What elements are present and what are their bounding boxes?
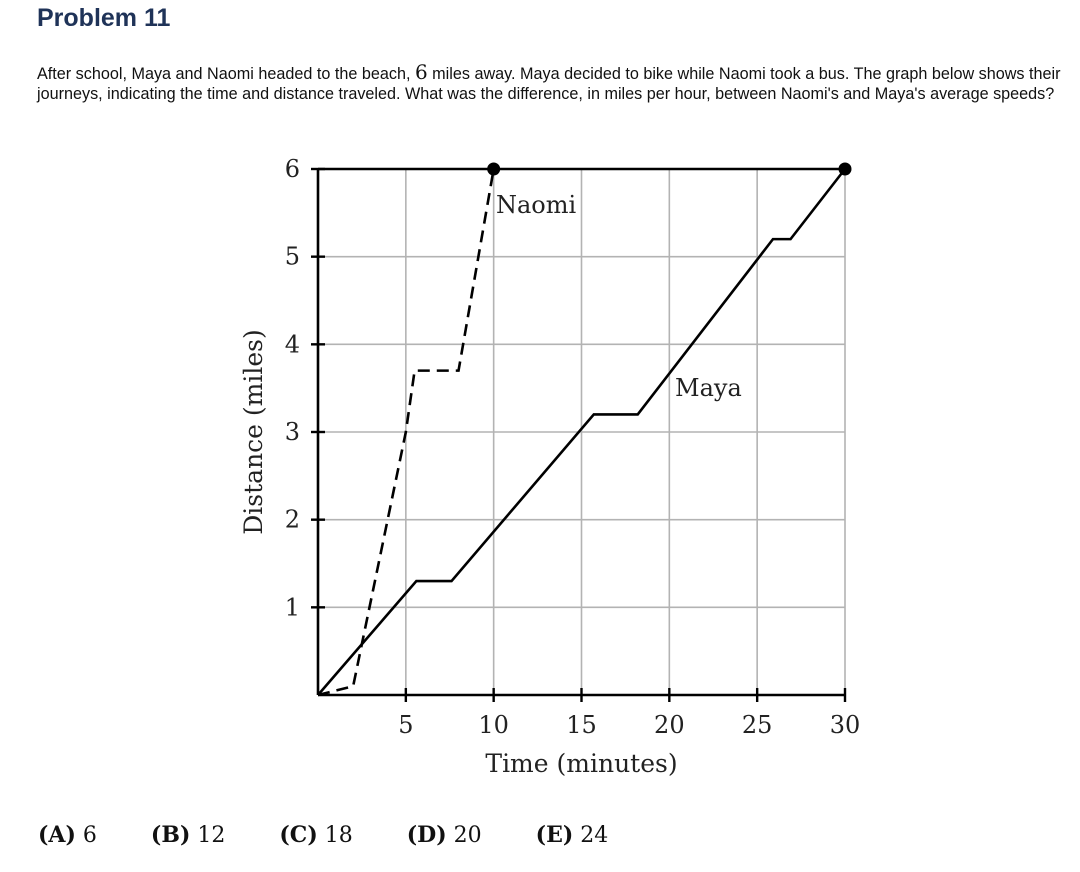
chart-labels: Naomi Maya Time (minutes) Distance (miles) — [239, 191, 742, 778]
x-tick-label: 5 — [398, 711, 413, 739]
endpoint-dot-maya — [838, 162, 852, 176]
choice-c[interactable]: C 18 — [279, 822, 352, 848]
x-tick-label: 25 — [742, 711, 773, 739]
choice-e[interactable]: E 24 — [536, 822, 609, 848]
choice-value: 12 — [197, 823, 226, 848]
choice-value: 24 — [580, 823, 609, 848]
choice-d[interactable]: D 20 — [407, 822, 482, 848]
chart-ticks: 5 10 15 20 25 30 1 2 3 4 5 6 — [285, 155, 861, 739]
y-tick-label: 5 — [285, 243, 300, 271]
series-line-maya — [317, 168, 847, 696]
series-label-maya: Maya — [675, 374, 742, 402]
y-tick-label: 2 — [285, 506, 300, 534]
choice-a[interactable]: A 6 — [38, 822, 97, 848]
choice-letter: A — [38, 822, 76, 848]
answer-choices: A 6 B 12 C 18 D 20 E 24 — [38, 822, 662, 848]
choice-value: 18 — [324, 823, 353, 848]
question-text-end: miles away. Maya decided to bike while N… — [37, 65, 1061, 103]
chart-series — [317, 162, 852, 697]
x-tick-label: 10 — [478, 711, 509, 739]
choice-value: 20 — [453, 823, 482, 848]
series-line-naomi — [317, 168, 495, 697]
problem-question: After school, Maya and Naomi headed to t… — [37, 62, 1073, 104]
choice-b[interactable]: B 12 — [151, 822, 225, 848]
y-tick-label: 1 — [285, 593, 300, 621]
x-tick-label: 30 — [830, 711, 861, 739]
x-tick-label: 20 — [654, 711, 685, 739]
question-distance-number: 6 — [414, 60, 428, 84]
y-tick-label: 3 — [285, 418, 300, 446]
x-axis-label: Time (minutes) — [485, 749, 677, 778]
x-tick-label: 15 — [566, 711, 597, 739]
distance-time-chart: 5 10 15 20 25 30 1 2 3 4 5 6 Naomi Maya Time (minutes… — [239, 155, 861, 778]
choice-letter: C — [279, 822, 317, 848]
problem-title: Problem 11 — [37, 4, 171, 32]
choice-letter: B — [151, 822, 190, 848]
y-tick-label: 4 — [285, 330, 300, 358]
question-text-start: After school, Maya and Naomi headed to t… — [37, 65, 415, 83]
y-axis-label: Distance (miles) — [239, 329, 268, 535]
y-tick-label: 6 — [285, 155, 300, 183]
choice-letter: D — [407, 822, 447, 848]
endpoint-dot-naomi — [487, 162, 501, 176]
choice-letter: E — [536, 822, 574, 848]
choice-value: 6 — [82, 823, 97, 848]
series-label-naomi: Naomi — [496, 191, 577, 219]
